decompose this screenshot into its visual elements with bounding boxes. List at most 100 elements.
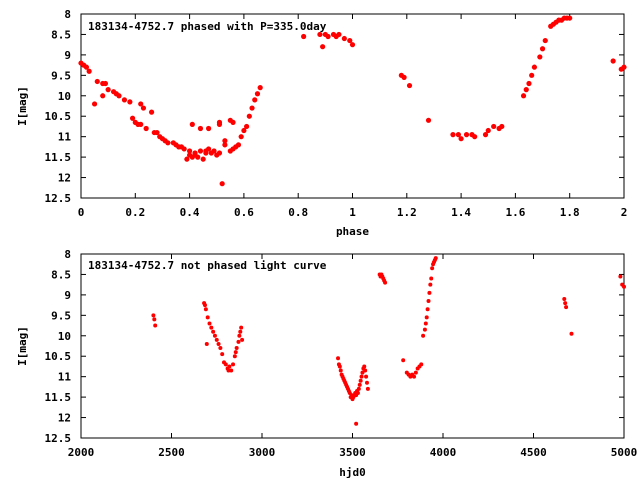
data-point: [83, 64, 90, 70]
data-point: [423, 321, 428, 326]
data-point: [235, 142, 242, 148]
data-point: [203, 148, 209, 154]
data-point: [563, 301, 568, 306]
y-tick-label: 10.5: [45, 110, 72, 123]
data-point: [419, 362, 424, 367]
data-point: [181, 146, 187, 152]
data-point: [537, 54, 543, 60]
y-tick-label: 11: [58, 371, 72, 384]
data-point: [241, 127, 247, 134]
data-point: [220, 352, 225, 357]
data-point: [336, 356, 341, 361]
data-point: [531, 64, 538, 70]
x-tick-label: 5000: [611, 446, 638, 459]
data-point: [212, 333, 217, 338]
y-tick-label: 9: [64, 49, 71, 62]
data-point: [222, 138, 228, 144]
data-point: [197, 148, 204, 154]
y-tick-label: 8: [64, 8, 71, 21]
data-point: [202, 303, 207, 308]
data-point: [429, 276, 434, 281]
data-point: [204, 341, 209, 346]
data-point: [523, 87, 529, 93]
data-point: [499, 123, 505, 130]
x-tick-label: 4500: [520, 446, 547, 459]
unphased-light-curve-panel: 2000 2500 3000 3500 4000 4500 5000 8 8.5 9 9.5 10 10…: [16, 248, 637, 479]
data-point: [428, 282, 433, 287]
data-point: [143, 125, 149, 132]
x-tick-label: 0: [78, 206, 85, 219]
x-tick-label: 2: [621, 206, 628, 219]
data-point: [227, 117, 233, 123]
y-tick-label: 10.5: [45, 350, 72, 363]
y-tick-label: 10: [58, 90, 71, 103]
x-tick-label: 2500: [158, 446, 185, 459]
data-point: [363, 368, 368, 373]
data-point: [254, 91, 261, 97]
data-point: [564, 305, 569, 310]
data-point: [354, 421, 359, 426]
data-point: [430, 266, 435, 271]
x-tick-label: 1: [349, 206, 356, 219]
x-tick-label: 1.4: [451, 206, 471, 219]
data-point: [422, 327, 427, 332]
data-point: [482, 132, 489, 138]
data-point: [567, 15, 573, 21]
data-point: [362, 364, 367, 369]
data-point: [463, 132, 470, 138]
data-point: [237, 333, 242, 338]
data-point: [233, 350, 238, 355]
data-point: [621, 64, 627, 70]
data-point: [320, 44, 326, 50]
data-point: [165, 140, 171, 146]
data-point: [200, 156, 206, 162]
y-tick-label: 12.5: [45, 432, 72, 445]
data-point: [383, 280, 388, 285]
data-point: [542, 37, 548, 44]
data-point: [246, 113, 252, 119]
data-point: [236, 339, 241, 344]
data-point: [359, 374, 364, 379]
data-point: [211, 329, 216, 334]
data-point: [424, 315, 429, 320]
data-point: [349, 42, 356, 48]
data-point: [91, 101, 98, 107]
data-point: [238, 134, 244, 140]
data-point: [341, 35, 347, 42]
data-point: [207, 321, 212, 326]
data-point: [421, 333, 426, 338]
data-point: [357, 382, 362, 387]
x-tick-label: 1.8: [560, 206, 580, 219]
x-tick-label: 0.2: [125, 206, 145, 219]
data-point: [520, 93, 527, 99]
data-point: [356, 386, 361, 391]
data-point: [216, 150, 223, 156]
x-tick-label: 3500: [339, 446, 366, 459]
data-point: [189, 121, 195, 127]
data-point: [358, 378, 363, 383]
data-point: [192, 152, 198, 158]
data-point: [472, 134, 478, 140]
data-point: [232, 354, 237, 359]
x-tick-label: 3000: [249, 446, 276, 459]
y-tick-label: 12: [58, 172, 71, 185]
y-tick-label: 8.5: [51, 268, 71, 281]
data-point: [406, 82, 413, 89]
data-point: [401, 358, 406, 363]
data-point: [184, 156, 190, 162]
data-point: [427, 290, 432, 295]
y-tick-label: 10: [58, 330, 71, 343]
x-tick-label: 0.4: [180, 206, 200, 219]
data-point: [426, 299, 431, 304]
data-point: [485, 127, 491, 134]
data-point: [219, 181, 225, 187]
data-point: [458, 136, 464, 142]
data-point: [317, 31, 323, 38]
data-point: [205, 315, 210, 320]
x-tick-label: 0.8: [288, 206, 308, 219]
data-point: [206, 125, 212, 132]
y-tick-label: 9.5: [51, 309, 71, 322]
data-point: [413, 370, 418, 375]
data-point: [187, 148, 193, 154]
data-point: [529, 72, 535, 78]
